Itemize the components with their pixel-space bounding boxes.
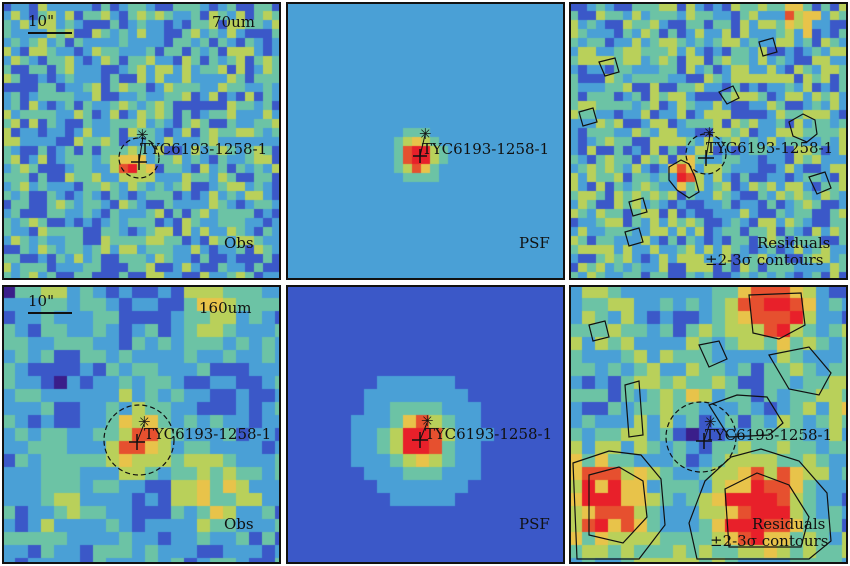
image-res-160 [569,285,848,564]
scale-bar-label: 10" [28,12,54,30]
band-label: 160um [199,299,252,317]
star-icon: ✳ [136,126,149,144]
star-name-label: TYC6193-1258-1 [705,426,833,444]
scale-bar-line [28,312,72,314]
scale-bar-label: 10" [28,292,54,310]
contours-res-160 [572,292,832,560]
star-icon: ✳ [421,412,434,430]
panel-psf-160: ✳ TYC6193-1258-1 PSF [286,285,565,564]
band-label: 70um [212,13,255,31]
star-name-label: TYC6193-1258-1 [425,425,553,443]
star-name-label: TYC6193-1258-1 [140,140,268,158]
star-icon: ✳ [138,413,151,431]
panel-obs-70: 10" 70um ✳ TYC6193-1258-1 Obs [2,2,281,280]
star-name-label: TYC6193-1258-1 [144,425,272,443]
star-name-label: TYC6193-1258-1 [706,139,834,157]
panel-res-70: ✳ TYC6193-1258-1 Residuals ±2-3σ contour… [569,2,848,280]
panel-psf-70: ✳ TYC6193-1258-1 PSF [286,2,565,280]
panel-res-160: ✳ TYC6193-1258-1 Residuals ±2-3σ contour… [569,285,848,564]
star-icon: ✳ [704,413,717,431]
corner-label-secondary: ±2-3σ contours [710,532,829,550]
star-icon: ✳ [703,124,716,142]
overlay-psf-70 [413,134,427,163]
contours-res-70 [578,37,832,247]
image-psf-70 [286,2,565,280]
corner-label-secondary: ±2-3σ contours [705,251,824,269]
image-obs-70 [2,2,281,280]
corner-label: Residuals [757,234,831,252]
corner-label: PSF [519,234,550,252]
corner-label: Obs [224,234,254,252]
overlay-psf-160 [412,422,428,448]
corner-label: PSF [519,515,550,533]
image-obs-160 [2,285,281,564]
corner-label: Obs [224,515,254,533]
panel-obs-160: 10" 160um ✳ TYC6193-1258-1 Obs [2,285,281,564]
star-name-label: TYC6193-1258-1 [422,140,550,158]
overlay-obs-70 [118,136,160,179]
image-psf-160 [286,285,565,564]
star-icon: ✳ [419,125,432,143]
corner-label: Residuals [752,515,826,533]
overlay-obs-160 [103,404,175,476]
scale-bar-line [28,32,72,34]
